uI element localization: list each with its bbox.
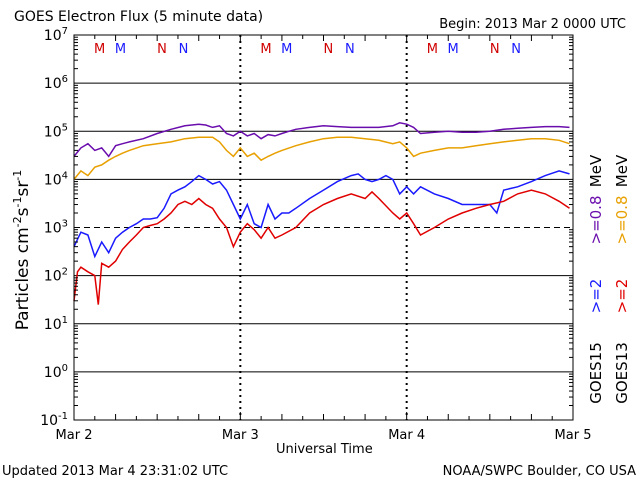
orbit-marker: M (260, 42, 271, 57)
y-tick-label: 106 (44, 74, 68, 92)
chart-series (73, 122, 570, 305)
legend-goes15-ge2: >=2 (587, 278, 605, 314)
y-axis-label: Particles cm-2s-1sr-1 (11, 169, 33, 331)
series-line (73, 189, 570, 305)
legend-mev-label: MeV (587, 154, 605, 188)
x-axis-label: Universal Time (276, 442, 373, 457)
legend-mev-label-2: MeV (613, 154, 631, 188)
orbit-marker: N (179, 42, 189, 57)
legend-goes15: GOES15 (587, 342, 605, 404)
y-tick-label: 100 (44, 363, 68, 381)
chart-grid (74, 35, 573, 420)
y-tick-label: 10-1 (40, 411, 68, 429)
orbit-marker: N (511, 42, 521, 57)
begin-time: Begin: 2013 Mar 2 0000 UTC (439, 17, 626, 32)
orbit-marker: M (427, 42, 438, 57)
legend-goes13-ge2: >=2 (613, 278, 631, 314)
series-line (73, 136, 570, 180)
credit-text: NOAA/SWPC Boulder, CO USA (442, 464, 636, 479)
orbit-marker: N (490, 42, 500, 57)
chart-title: GOES Electron Flux (5 minute data) (14, 9, 264, 25)
orbit-marker: M (94, 42, 105, 57)
orbit-marker: M (115, 42, 126, 57)
x-tick-label: Mar 5 (555, 428, 592, 443)
y-tick-label: 107 (44, 26, 68, 44)
legend-goes13-ge08: >=0.8 (613, 195, 631, 245)
updated-timestamp: Updated 2013 Mar 4 23:31:02 UTC (2, 464, 229, 479)
orbit-marker: N (323, 42, 333, 57)
orbit-marker: M (281, 42, 292, 57)
orbit-marker: N (345, 42, 355, 57)
y-tick-label: 105 (44, 122, 68, 140)
legend-goes13: GOES13 (613, 342, 631, 404)
y-tick-label: 101 (44, 315, 68, 333)
legend-goes15-ge08: >=0.8 (587, 195, 605, 245)
y-tick-label: 104 (44, 170, 68, 188)
x-tick-label: Mar 3 (222, 428, 259, 443)
orbit-marker: N (157, 42, 167, 57)
plot-frame (73, 34, 574, 421)
x-tick-label: Mar 2 (56, 428, 93, 443)
y-tick-label: 103 (44, 219, 68, 237)
y-tick-label: 102 (44, 267, 68, 285)
series-line (73, 170, 570, 259)
series-line (73, 122, 570, 158)
chart-ticks: 10-1 100 101 102 103 104 105 106 107 Mar 2 Mar 3 Ma… (40, 26, 591, 443)
orbit-marker: M (447, 42, 458, 57)
x-tick-label: Mar 4 (388, 428, 425, 443)
